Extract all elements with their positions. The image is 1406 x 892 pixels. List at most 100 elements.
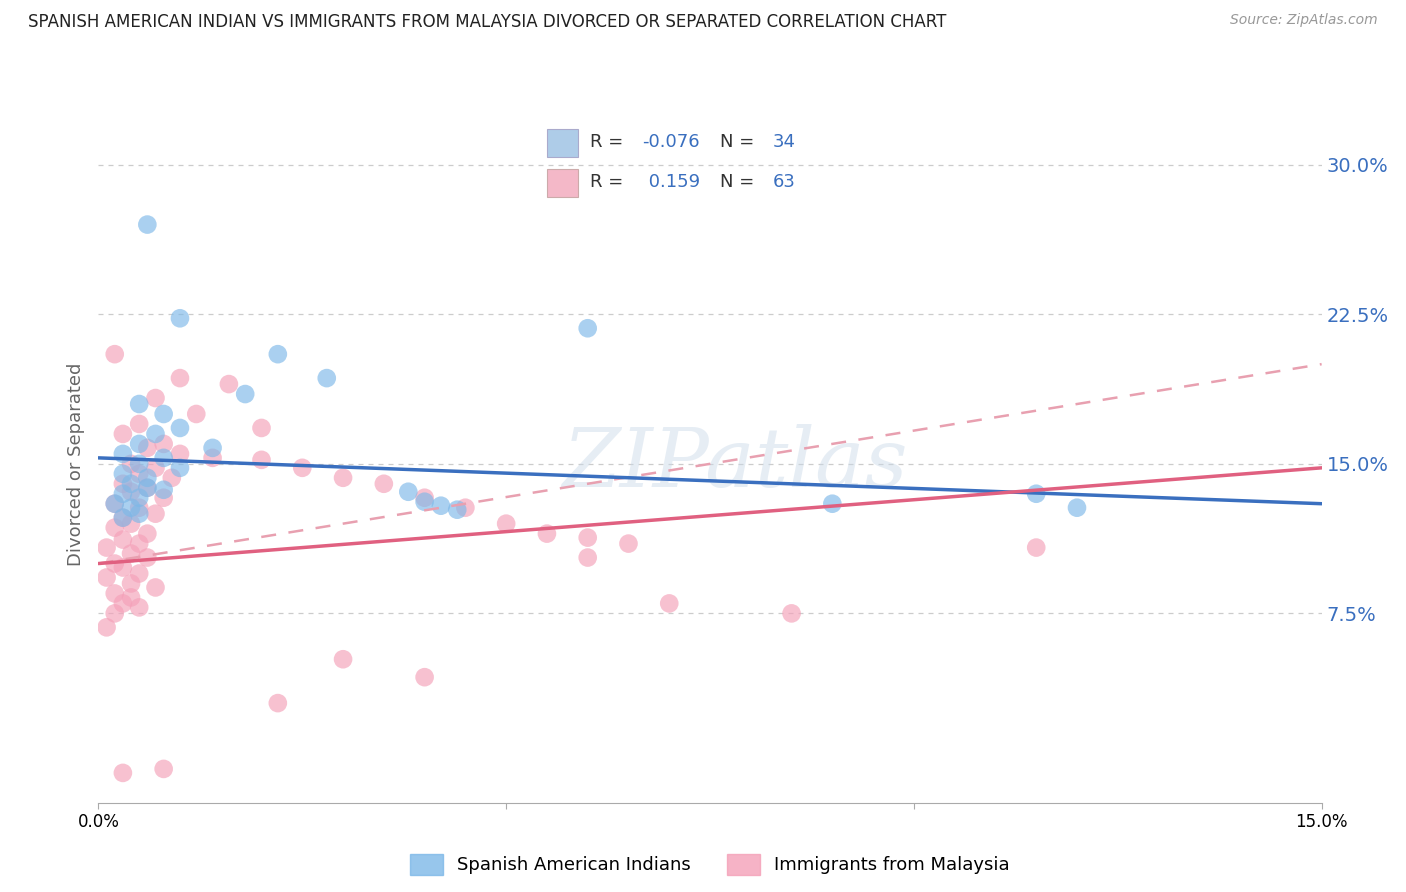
- Point: [576, 531, 599, 545]
- Point: [169, 421, 191, 435]
- Point: [111, 560, 134, 574]
- Text: 0.159: 0.159: [643, 173, 700, 191]
- Point: [136, 550, 159, 565]
- FancyBboxPatch shape: [547, 129, 578, 157]
- Point: [152, 483, 174, 497]
- Point: [120, 500, 142, 515]
- Text: ZIPatlas: ZIPatlas: [562, 424, 907, 504]
- Point: [145, 507, 167, 521]
- Point: [111, 467, 134, 481]
- Text: 34: 34: [772, 134, 796, 152]
- Point: [145, 391, 167, 405]
- Point: [396, 484, 419, 499]
- Point: [120, 516, 142, 531]
- Point: [821, 497, 844, 511]
- Text: SPANISH AMERICAN INDIAN VS IMMIGRANTS FROM MALAYSIA DIVORCED OR SEPARATED CORREL: SPANISH AMERICAN INDIAN VS IMMIGRANTS FR…: [28, 13, 946, 31]
- Point: [104, 521, 127, 535]
- Point: [576, 321, 599, 335]
- Point: [111, 476, 134, 491]
- Legend: Spanish American Indians, Immigrants from Malaysia: Spanish American Indians, Immigrants fro…: [404, 847, 1017, 882]
- Point: [111, 447, 134, 461]
- Point: [413, 494, 436, 508]
- Point: [218, 377, 240, 392]
- Point: [413, 670, 436, 684]
- Point: [201, 450, 224, 465]
- Text: N =: N =: [720, 134, 754, 152]
- Point: [128, 566, 150, 581]
- Point: [169, 371, 191, 385]
- Point: [120, 476, 142, 491]
- Point: [136, 481, 159, 495]
- Point: [120, 547, 142, 561]
- Point: [152, 450, 174, 465]
- Point: [128, 507, 150, 521]
- Text: R =: R =: [591, 134, 623, 152]
- Point: [446, 502, 468, 516]
- FancyBboxPatch shape: [547, 169, 578, 196]
- Text: Source: ZipAtlas.com: Source: ZipAtlas.com: [1230, 13, 1378, 28]
- Point: [104, 497, 127, 511]
- Point: [120, 484, 142, 499]
- Point: [111, 533, 134, 547]
- Point: [96, 570, 118, 584]
- Point: [111, 765, 134, 780]
- Point: [96, 541, 118, 555]
- Point: [128, 437, 150, 451]
- Point: [104, 586, 127, 600]
- Point: [128, 397, 150, 411]
- Point: [145, 460, 167, 475]
- Point: [536, 526, 558, 541]
- Point: [332, 652, 354, 666]
- Point: [332, 471, 354, 485]
- Point: [104, 497, 127, 511]
- Point: [136, 441, 159, 455]
- Point: [250, 421, 273, 435]
- Point: [291, 460, 314, 475]
- Point: [160, 471, 183, 485]
- Point: [430, 499, 453, 513]
- Text: R =: R =: [591, 173, 623, 191]
- Point: [128, 417, 150, 431]
- Point: [111, 510, 134, 524]
- Point: [128, 467, 150, 481]
- Point: [495, 516, 517, 531]
- Point: [136, 471, 159, 485]
- Point: [1066, 500, 1088, 515]
- Point: [128, 491, 150, 505]
- Point: [145, 581, 167, 595]
- Point: [104, 347, 127, 361]
- Point: [111, 426, 134, 441]
- Point: [780, 607, 803, 621]
- Point: [617, 536, 640, 550]
- Point: [152, 407, 174, 421]
- Point: [169, 447, 191, 461]
- Point: [233, 387, 256, 401]
- Point: [111, 596, 134, 610]
- Point: [169, 460, 191, 475]
- Point: [128, 457, 150, 471]
- Point: [1025, 487, 1047, 501]
- Point: [104, 557, 127, 571]
- Point: [201, 441, 224, 455]
- Text: 63: 63: [772, 173, 796, 191]
- Point: [128, 500, 150, 515]
- Text: N =: N =: [720, 173, 754, 191]
- Point: [576, 550, 599, 565]
- Point: [169, 311, 191, 326]
- Point: [413, 491, 436, 505]
- Point: [1025, 541, 1047, 555]
- Point: [658, 596, 681, 610]
- Point: [186, 407, 208, 421]
- Point: [267, 696, 290, 710]
- Y-axis label: Divorced or Separated: Divorced or Separated: [66, 362, 84, 566]
- Point: [111, 510, 134, 524]
- Point: [152, 762, 174, 776]
- Point: [120, 576, 142, 591]
- Text: -0.076: -0.076: [643, 134, 700, 152]
- Point: [96, 620, 118, 634]
- Point: [120, 457, 142, 471]
- Point: [250, 453, 273, 467]
- Point: [104, 607, 127, 621]
- Point: [145, 426, 167, 441]
- Point: [128, 600, 150, 615]
